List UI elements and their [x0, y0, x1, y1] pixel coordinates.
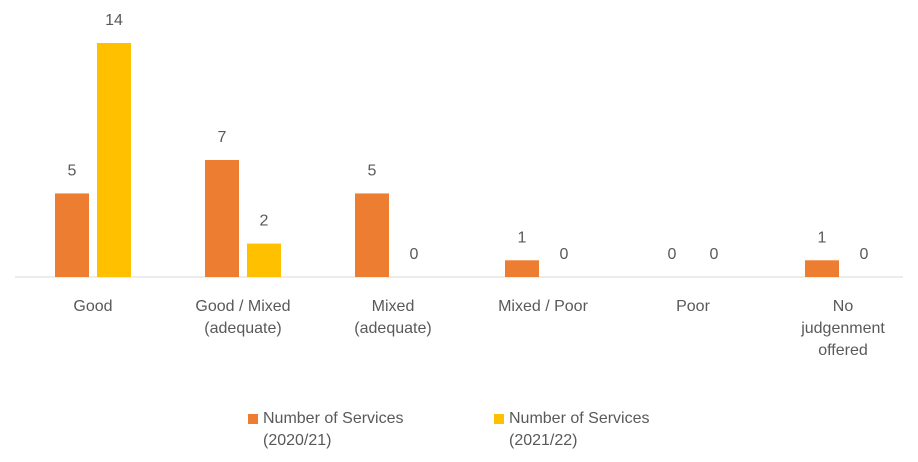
x-tick-label: Mixed / Poor [498, 298, 588, 315]
x-tick-label: No judgenment offered [801, 298, 885, 359]
data-label: 2 [260, 213, 269, 230]
bar [505, 260, 539, 277]
bar [97, 43, 131, 277]
bar [247, 243, 281, 277]
x-tick-label: Good [73, 298, 113, 315]
data-label: 0 [860, 246, 869, 263]
data-label: 0 [668, 246, 677, 263]
data-label: 5 [68, 162, 77, 179]
x-tick-label: Mixed (adequate) [354, 298, 432, 337]
data-label: 5 [368, 162, 377, 179]
data-label: 0 [710, 246, 719, 263]
data-label: 14 [105, 12, 123, 29]
data-label: 7 [218, 129, 227, 146]
x-tick-label: Poor [676, 298, 710, 315]
data-label: 0 [410, 246, 419, 263]
legend-label: Number of Services (2020/21) [263, 410, 404, 449]
bar [355, 193, 389, 277]
data-label: 1 [518, 229, 527, 246]
legend-swatch [248, 414, 258, 424]
data-label: 1 [818, 229, 827, 246]
data-label: 0 [560, 246, 569, 263]
bar [55, 193, 89, 277]
bar [205, 160, 239, 277]
legend-swatch [494, 414, 504, 424]
x-tick-label: Good / Mixed (adequate) [195, 298, 291, 337]
legend-label: Number of Services (2021/22) [509, 410, 650, 449]
bar [805, 260, 839, 277]
